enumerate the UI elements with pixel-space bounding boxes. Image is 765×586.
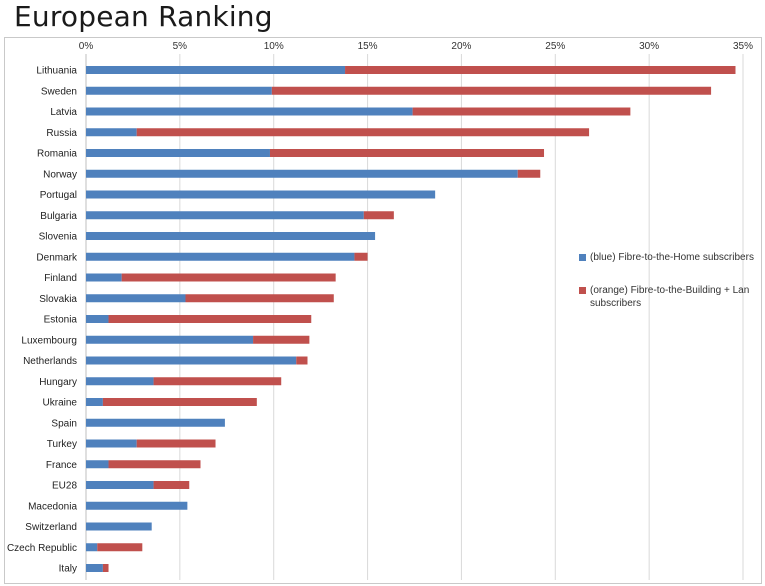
- category-label: Russia: [46, 128, 77, 139]
- bar-ftth: [86, 481, 154, 489]
- category-label: Slovenia: [39, 232, 78, 243]
- category-label: Netherlands: [23, 356, 77, 367]
- category-label: Sweden: [41, 86, 77, 97]
- category-label: Ukraine: [43, 398, 78, 409]
- category-label: Denmark: [36, 252, 78, 263]
- bar-fttb: [354, 252, 368, 261]
- bar-ftth: [86, 522, 152, 531]
- bar-ftth: [86, 107, 413, 116]
- page-title: European Ranking: [14, 0, 273, 33]
- bar-fttb: [136, 439, 216, 448]
- category-label: Latvia: [50, 107, 77, 118]
- bar-ftth: [86, 128, 137, 137]
- bar-fttb: [412, 107, 631, 116]
- x-tick-label: 15%: [358, 41, 378, 52]
- bar-ftth: [86, 252, 355, 261]
- bar-ftth: [86, 356, 297, 365]
- category-label: Macedonia: [28, 501, 77, 512]
- legend-swatch-ftth: [579, 254, 586, 261]
- bar-ftth: [86, 564, 103, 572]
- legend-item-ftth: (blue) Fibre-to-the-Home subscribers: [579, 251, 765, 264]
- category-label: Italy: [59, 564, 77, 575]
- bar-fttb: [517, 169, 541, 178]
- bar-ftth: [86, 315, 109, 323]
- category-label: France: [46, 460, 78, 471]
- x-tick-label: 35%: [733, 41, 753, 52]
- bar-fttb: [269, 149, 545, 157]
- category-label: Czech Republic: [7, 543, 77, 554]
- legend-item-fttb: (orange) Fibre-to-the-Building + Lan sub…: [579, 284, 765, 310]
- bar-fttb: [271, 86, 712, 95]
- bar-fttb: [102, 564, 109, 572]
- bar-ftth: [86, 335, 254, 344]
- bar-fttb: [253, 335, 310, 344]
- x-tick-label: 5%: [173, 41, 188, 52]
- category-label: Finland: [44, 273, 77, 284]
- bar-ftth: [86, 460, 109, 469]
- bar-ftth: [86, 211, 364, 220]
- category-label: Switzerland: [25, 522, 77, 533]
- bar-fttb: [108, 460, 201, 469]
- category-label: EU28: [52, 481, 77, 492]
- bar-fttb: [108, 315, 312, 323]
- x-tick-label: 25%: [545, 41, 565, 52]
- chart-frame: [4, 37, 762, 584]
- category-label: Hungary: [39, 377, 77, 388]
- category-label: Norway: [43, 169, 77, 180]
- bar-ftth: [86, 149, 270, 157]
- bar-fttb: [121, 273, 336, 282]
- bar-fttb: [345, 66, 736, 74]
- legend-label-fttb: (orange) Fibre-to-the-Building + Lan sub…: [590, 285, 750, 309]
- bar-ftth: [86, 294, 186, 303]
- bar-ftth: [86, 418, 225, 427]
- bar-ftth: [86, 232, 376, 240]
- category-label: Slovakia: [39, 294, 77, 305]
- x-tick-label: 20%: [451, 41, 471, 52]
- bar-ftth: [86, 543, 98, 552]
- bar-ftth: [86, 398, 103, 406]
- category-label: Bulgaria: [40, 211, 77, 222]
- x-tick-label: 0%: [79, 41, 94, 52]
- category-label: Romania: [37, 149, 77, 160]
- bar-fttb: [153, 377, 282, 386]
- bar-ftth: [86, 501, 188, 510]
- bar-fttb: [296, 356, 308, 365]
- x-tick-label: 30%: [639, 41, 659, 52]
- category-label: Lithuania: [36, 66, 77, 77]
- bar-ftth: [86, 190, 436, 199]
- legend-label-ftth: (blue) Fibre-to-the-Home subscribers: [590, 252, 754, 263]
- bar-fttb: [136, 128, 590, 137]
- category-label: Estonia: [44, 315, 78, 326]
- bar-fttb: [97, 543, 143, 552]
- bar-ftth: [86, 86, 272, 95]
- category-label: Spain: [51, 418, 77, 429]
- category-label: Turkey: [47, 439, 77, 450]
- bar-ftth: [86, 66, 346, 74]
- bar-fttb: [185, 294, 334, 303]
- bar-fttb: [363, 211, 394, 220]
- bar-fttb: [102, 398, 257, 406]
- bar-ftth: [86, 439, 137, 448]
- x-tick-label: 10%: [264, 41, 284, 52]
- bar-ftth: [86, 377, 154, 386]
- bar-ftth: [86, 169, 518, 178]
- category-label: Portugal: [40, 190, 77, 201]
- bar-fttb: [153, 481, 190, 489]
- bar-ftth: [86, 273, 122, 282]
- legend-swatch-fttb: [579, 287, 586, 294]
- category-label: Luxembourg: [21, 335, 77, 346]
